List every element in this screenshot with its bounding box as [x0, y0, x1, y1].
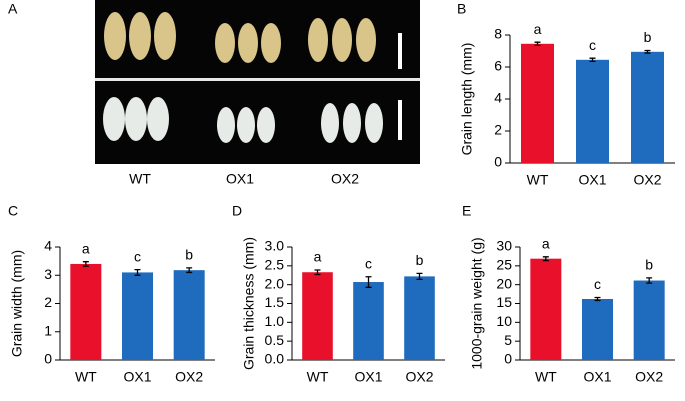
- y-tick-label: 3: [44, 266, 52, 282]
- x-tick-label: WT: [307, 369, 329, 385]
- significance-letter: c: [594, 276, 601, 292]
- x-tick-label: WT: [535, 369, 557, 385]
- bar: [582, 298, 613, 360]
- genotype-label: OX2: [331, 171, 359, 187]
- genotype-label: WT: [129, 171, 151, 187]
- error-bar: [646, 277, 653, 284]
- error-bar: [542, 256, 549, 262]
- bar: [404, 276, 435, 360]
- y-tick-label: 8: [494, 26, 502, 42]
- bar: [631, 51, 664, 163]
- panel-letter: D: [232, 203, 242, 219]
- y-tick-label: 2: [44, 294, 52, 310]
- significance-letter: a: [534, 21, 542, 37]
- bar: [122, 272, 153, 360]
- y-axis-label: 1000-grain weight (g): [469, 237, 485, 369]
- y-tick-label: 2.5: [265, 257, 285, 273]
- error-bar: [644, 49, 651, 54]
- error-bar: [82, 261, 89, 267]
- y-tick-label: 4: [494, 90, 502, 106]
- error-bar: [589, 57, 596, 63]
- x-tick-label: OX1: [583, 369, 611, 385]
- panel-letter: A: [8, 1, 18, 17]
- y-tick-label: 20: [496, 275, 512, 291]
- significance-letter: c: [134, 248, 141, 264]
- y-tick-label: 5: [504, 332, 512, 348]
- significance-letter: c: [365, 255, 372, 271]
- y-tick-label: 1.5: [265, 294, 285, 310]
- error-bar: [134, 268, 141, 276]
- y-tick-label: 0: [44, 351, 52, 367]
- grains-husked: [104, 12, 376, 63]
- photo: [95, 0, 420, 164]
- y-tick-label: 2.0: [265, 275, 285, 291]
- scale-bar: [398, 33, 402, 69]
- x-tick-label: OX2: [405, 369, 433, 385]
- y-tick-label: 1.0: [265, 313, 285, 329]
- y-tick-label: 15: [496, 294, 512, 310]
- bar: [521, 43, 554, 163]
- photo-divider: [95, 78, 420, 81]
- y-tick-label: 0: [504, 351, 512, 367]
- panel-letter: C: [8, 203, 18, 219]
- error-bar: [594, 296, 601, 302]
- significance-letter: c: [589, 37, 596, 53]
- error-bar: [365, 276, 372, 288]
- bar: [173, 270, 205, 360]
- significance-letter: a: [82, 240, 90, 256]
- significance-letter: b: [416, 252, 424, 268]
- y-tick-label: 1: [44, 322, 52, 338]
- y-tick-label: 0.0: [265, 351, 285, 367]
- error-bar: [314, 269, 321, 276]
- error-bar: [416, 272, 423, 281]
- y-axis-label: Grain thickness (mm): [241, 237, 257, 370]
- y-tick-label: 0.5: [265, 332, 285, 348]
- y-tick-label: 30: [496, 238, 512, 254]
- y-tick-label: 6: [494, 58, 502, 74]
- panel-letter: E: [462, 203, 471, 219]
- bar: [70, 263, 102, 360]
- y-tick-label: 10: [496, 313, 512, 329]
- y-tick-label: 4: [44, 238, 52, 254]
- y-axis-label: Grain length (mm): [459, 43, 475, 156]
- x-tick-label: OX2: [635, 369, 663, 385]
- y-tick-label: 0: [494, 154, 502, 170]
- grains-brown: [103, 97, 383, 143]
- significance-letter: b: [185, 247, 193, 263]
- x-tick-label: OX1: [578, 172, 606, 188]
- x-tick-label: OX2: [633, 172, 661, 188]
- x-tick-label: OX1: [123, 369, 151, 385]
- y-tick-label: 25: [496, 257, 512, 273]
- scale-bar: [398, 100, 402, 140]
- significance-letter: b: [644, 29, 652, 45]
- x-tick-label: WT: [75, 369, 97, 385]
- significance-letter: a: [314, 249, 322, 265]
- bar: [302, 272, 333, 360]
- error-bar: [534, 41, 541, 47]
- y-tick-label: 3.0: [265, 238, 285, 254]
- bar: [633, 280, 665, 360]
- panel-letter: B: [457, 1, 466, 17]
- x-tick-label: OX1: [354, 369, 382, 385]
- y-tick-label: 2: [494, 122, 502, 138]
- error-bar: [186, 267, 193, 274]
- y-axis-label: Grain width (mm): [9, 250, 25, 357]
- bar: [576, 59, 609, 163]
- bar: [530, 258, 562, 360]
- bar: [353, 282, 384, 360]
- genotype-label: OX1: [226, 171, 254, 187]
- significance-letter: a: [542, 235, 550, 251]
- significance-letter: b: [645, 257, 653, 273]
- x-tick-label: WT: [527, 172, 549, 188]
- x-tick-label: OX2: [175, 369, 203, 385]
